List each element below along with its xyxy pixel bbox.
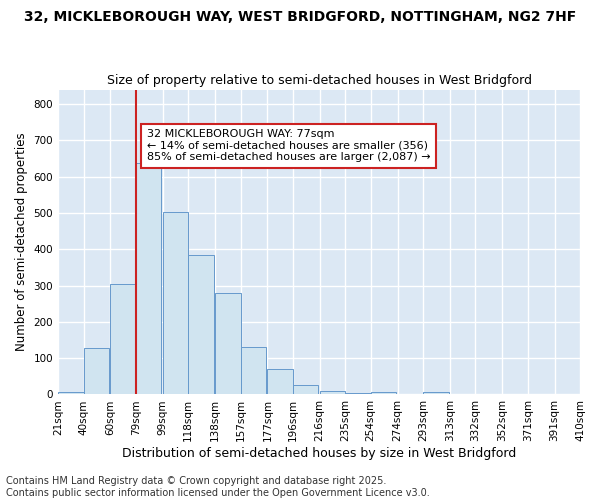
Bar bbox=[371, 392, 396, 394]
Bar bbox=[423, 392, 449, 394]
Bar bbox=[345, 392, 371, 394]
Text: 32 MICKLEBOROUGH WAY: 77sqm
← 14% of semi-detached houses are smaller (356)
85% : 32 MICKLEBOROUGH WAY: 77sqm ← 14% of sem… bbox=[147, 129, 430, 162]
Bar bbox=[293, 386, 319, 394]
Y-axis label: Number of semi-detached properties: Number of semi-detached properties bbox=[15, 132, 28, 352]
Bar bbox=[215, 293, 241, 394]
Bar bbox=[268, 369, 293, 394]
Bar bbox=[320, 391, 345, 394]
Title: Size of property relative to semi-detached houses in West Bridgford: Size of property relative to semi-detach… bbox=[107, 74, 532, 87]
Bar bbox=[110, 284, 136, 395]
Text: Contains HM Land Registry data © Crown copyright and database right 2025.
Contai: Contains HM Land Registry data © Crown c… bbox=[6, 476, 430, 498]
Bar bbox=[163, 212, 188, 394]
Bar bbox=[241, 348, 266, 395]
Text: 32, MICKLEBOROUGH WAY, WEST BRIDGFORD, NOTTINGHAM, NG2 7HF: 32, MICKLEBOROUGH WAY, WEST BRIDGFORD, N… bbox=[24, 10, 576, 24]
Bar bbox=[83, 348, 109, 395]
Bar bbox=[58, 392, 83, 394]
Bar bbox=[136, 163, 161, 394]
X-axis label: Distribution of semi-detached houses by size in West Bridgford: Distribution of semi-detached houses by … bbox=[122, 447, 516, 460]
Bar bbox=[188, 256, 214, 394]
